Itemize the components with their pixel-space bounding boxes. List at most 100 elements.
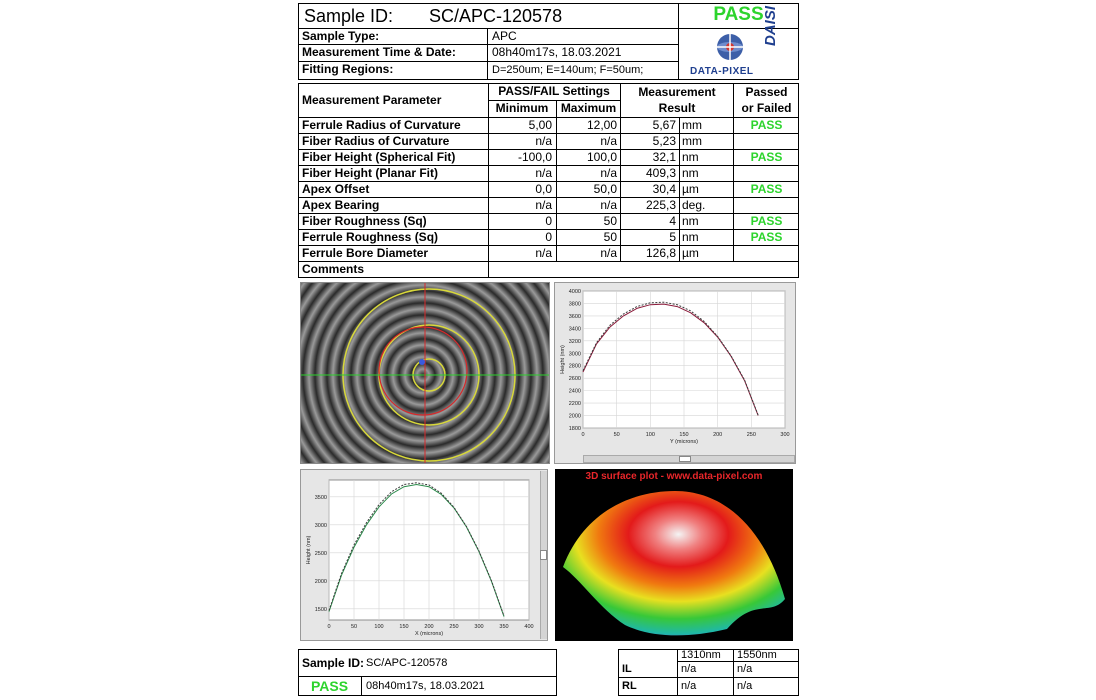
y-profile-y-tick-label: 4000	[569, 289, 581, 295]
y-profile-y-tick-label: 3000	[569, 351, 581, 357]
surface-plot-3d: 3D surface plot - www.data-pixel.com	[555, 469, 793, 641]
col-header-settings: PASS/FAIL Settings	[498, 84, 610, 98]
x-profile-y-tick-label: 3000	[315, 523, 327, 529]
footer-sample-id-label: Sample ID:	[302, 656, 365, 670]
table-row-name: Apex Bearing	[302, 198, 380, 212]
table-row-result: 32,1	[652, 150, 676, 164]
sample-type-label: Sample Type:	[302, 29, 380, 43]
x-profile-x-tick-label: 400	[524, 624, 533, 630]
table-row-max: n/a	[600, 134, 617, 148]
table-row-min: -100,0	[517, 150, 552, 164]
measurement-table	[298, 83, 799, 278]
x-profile-y-tick-label: 3500	[315, 495, 327, 501]
surface-plot-title: 3D surface plot - www.data-pixel.com	[585, 471, 763, 482]
table-row-name: Fiber Height (Planar Fit)	[302, 166, 439, 180]
x-profile-y-tick-label: 2500	[315, 551, 327, 557]
table-row-min: 0	[545, 214, 552, 228]
sample-id-value: SC/APC-120578	[429, 6, 563, 26]
logo-daisi: DAISI	[762, 5, 779, 46]
table-row-status: PASS	[750, 150, 783, 164]
table-row-name: Ferrule Roughness (Sq)	[302, 230, 439, 244]
footer-rl-1310: n/a	[681, 680, 697, 692]
x-profile-x-axis-label: X (microns)	[415, 631, 443, 637]
footer-id-box	[298, 649, 557, 696]
footer-rl-1550: n/a	[737, 680, 753, 692]
y-profile-y-axis-label: Height (nm)	[560, 345, 566, 374]
table-row-max: n/a	[600, 166, 617, 180]
table-row-max: 50	[603, 230, 617, 244]
x-profile-x-tick-label: 300	[474, 624, 483, 630]
y-profile-x-axis-label: Y (microns)	[670, 439, 698, 445]
table-row-result: 5	[669, 230, 676, 244]
table-row-min: n/a	[535, 246, 552, 260]
x-profile-x-tick-label: 200	[424, 624, 433, 630]
table-row-unit: nm	[682, 150, 699, 164]
col-header-minimum: Minimum	[495, 101, 549, 115]
table-row-result: 5,23	[652, 134, 676, 148]
y-profile-x-tick-label: 250	[747, 432, 756, 438]
data-pixel-logo	[680, 30, 798, 79]
col-header-parameter: Measurement Parameter	[302, 93, 442, 107]
table-row-name: Fiber Radius of Curvature	[302, 134, 450, 148]
table-row-unit: deg.	[682, 198, 706, 212]
col-header-passed-1: Passed	[745, 85, 788, 99]
y-profile-series-line-0	[582, 303, 759, 416]
y-profile-y-tick-label: 3400	[569, 326, 581, 332]
x-profile-x-tick-label: 50	[351, 624, 357, 630]
table-row-unit: µm	[682, 182, 699, 196]
table-row-result: 225,3	[645, 198, 676, 212]
y-profile-y-tick-label: 2400	[569, 389, 581, 395]
y-profile-x-tick-label: 0	[581, 432, 584, 438]
sample-id-label: Sample ID:	[304, 6, 394, 26]
col-header-passed-2: or Failed	[741, 101, 792, 115]
footer-sample-id-value: SC/APC-120578	[366, 657, 448, 669]
sample-type-value: APC	[492, 29, 517, 43]
table-row-name: Ferrule Bore Diameter	[302, 246, 429, 260]
footer-il-label: IL	[622, 663, 632, 675]
x-profile-y-tick-label: 2000	[315, 579, 327, 585]
chart2-scroll-thumb[interactable]	[540, 550, 547, 560]
chart1-scroll-thumb[interactable]	[679, 456, 691, 462]
table-row-status: PASS	[750, 214, 783, 228]
measurement-time-label: Measurement Time & Date:	[302, 45, 456, 59]
table-row-max: 100,0	[586, 150, 617, 164]
y-profile-y-tick-label: 3200	[569, 339, 581, 345]
table-row-name: Ferrule Radius of Curvature	[302, 118, 461, 132]
table-row-status: PASS	[750, 230, 783, 244]
x-profile-x-tick-label: 0	[327, 624, 330, 630]
y-profile-y-tick-label: 2200	[569, 401, 581, 407]
table-row-min: 0	[545, 230, 552, 244]
table-row-max: 50	[603, 214, 617, 228]
table-row-unit: nm	[682, 214, 699, 228]
col-header-result-1: Measurement	[638, 85, 716, 99]
y-profile-chart-panel: 0 50 100 150 200 250 300 1800 2000 2200 2400 2600 28…	[554, 282, 796, 464]
x-profile-series-line-1	[328, 482, 505, 617]
y-profile-x-tick-label: 300	[780, 432, 789, 438]
footer-il-1550: n/a	[737, 663, 753, 675]
footer-time: 08h40m17s, 18.03.2021	[366, 680, 485, 692]
y-profile-x-tick-label: 150	[679, 432, 688, 438]
table-row-min: 5,00	[528, 118, 552, 132]
x-profile-y-tick-label: 1500	[315, 607, 327, 613]
fitting-regions-label: Fitting Regions:	[302, 62, 394, 76]
x-profile-y-axis-label: Height (nm)	[306, 535, 312, 564]
table-row-unit: mm	[682, 134, 702, 148]
footer-col-1310: 1310nm	[681, 649, 721, 661]
x-profile-x-tick-label: 150	[399, 624, 408, 630]
table-row-min: n/a	[535, 134, 552, 148]
measurement-time-value: 08h40m17s, 18.03.2021	[492, 45, 622, 59]
footer-rl-label: RL	[622, 680, 637, 692]
table-row-result: 4	[669, 214, 676, 228]
logo-text: DATA-PIXEL	[690, 66, 754, 77]
y-profile-y-tick-label: 2000	[569, 414, 581, 420]
table-row-unit: nm	[682, 230, 699, 244]
footer-result-badge: PASS	[310, 678, 349, 694]
col-header-result-2: Result	[658, 101, 696, 115]
y-profile-y-tick-label: 3800	[569, 301, 581, 307]
x-profile-chart-panel: 0 50 100 150 200 250 300 350 400 1500 2000 2500 3000…	[300, 469, 548, 641]
interferogram-image	[300, 282, 550, 464]
y-profile-y-tick-label: 1800	[569, 426, 581, 432]
y-profile-y-tick-label: 3600	[569, 314, 581, 320]
footer-col-1550: 1550nm	[737, 649, 777, 661]
y-profile-chart: 0 50 100 150 200 250 300 1800 2000 2200 2400 2600 28…	[560, 289, 790, 445]
